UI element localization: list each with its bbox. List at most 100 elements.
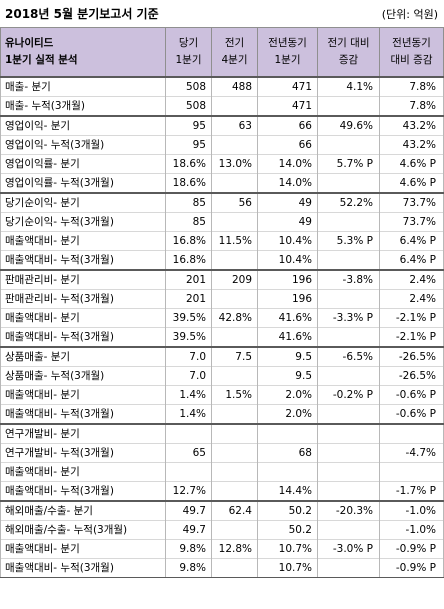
- table-row: 영업이익률- 분기 18.6% 13.0% 14.0% 5.7% P 4.6% P: [0, 154, 444, 174]
- table-row: 상품매출- 분기 7.0 7.5 9.5 -6.5% -26.5%: [0, 346, 444, 367]
- cell-yoy-change: 2.4%: [379, 289, 444, 309]
- cell-last-year: 2.0%: [257, 385, 318, 405]
- cell-current: 85: [165, 192, 212, 213]
- row-label: 상품매출- 분기: [0, 346, 166, 367]
- table-row: 매출액대비- 분기 16.8% 11.5% 10.4% 5.3% P 6.4% P: [0, 231, 444, 251]
- cell-last-year: 196: [257, 289, 318, 309]
- table-row: 영업이익률- 누적(3개월) 18.6% 14.0% 4.6% P: [0, 173, 444, 193]
- cell-previous: 488: [211, 76, 258, 97]
- table-row: 당기순이익- 분기 85 56 49 52.2% 73.7%: [0, 192, 444, 213]
- row-label: 연구개발비- 분기: [0, 423, 166, 444]
- cell-last-year: 14.0%: [257, 173, 318, 193]
- table-row: 매출액대비- 누적(3개월) 12.7% 14.4% -1.7% P: [0, 481, 444, 501]
- row-label: 매출액대비- 누적(3개월): [0, 250, 166, 270]
- cell-previous: [211, 520, 258, 540]
- cell-mom-change: 5.3% P: [317, 231, 380, 251]
- row-label: 영업이익률- 분기: [0, 154, 166, 174]
- row-label: 매출액대비- 누적(3개월): [0, 404, 166, 424]
- cell-last-year: 14.0%: [257, 154, 318, 174]
- table-row: 매출액대비- 분기 1.4% 1.5% 2.0% -0.2% P -0.6% P: [0, 385, 444, 405]
- cell-current: 49.7: [165, 500, 212, 521]
- cell-last-year: 50.2: [257, 520, 318, 540]
- cell-previous: [211, 481, 258, 501]
- table-row: 매출- 누적(3개월) 508 471 7.8%: [0, 96, 444, 116]
- table-row: 매출액대비- 누적(3개월) 39.5% 41.6% -2.1% P: [0, 327, 444, 347]
- cell-previous: 62.4: [211, 500, 258, 521]
- table-header-row: 유나이티드 1분기 실적 분석 당기 1분기 전기 4분기 전년동기 1분기 전기 대비…: [0, 27, 444, 78]
- cell-yoy-change: -0.9% P: [379, 558, 444, 578]
- cell-yoy-change: 7.8%: [379, 76, 444, 97]
- cell-mom-change: [317, 212, 380, 232]
- cell-yoy-change: -26.5%: [379, 346, 444, 367]
- header-previous: 전기 4분기: [211, 27, 258, 78]
- cell-mom-change: [317, 289, 380, 309]
- table-row: 연구개발비- 분기: [0, 423, 444, 444]
- cell-previous: [211, 558, 258, 578]
- cell-last-year: 49: [257, 212, 318, 232]
- cell-last-year: 50.2: [257, 500, 318, 521]
- table-row: 매출액대비- 분기 9.8% 12.8% 10.7% -3.0% P -0.9% P: [0, 539, 444, 559]
- cell-previous: [211, 462, 258, 482]
- cell-previous: 7.5: [211, 346, 258, 367]
- cell-last-year: 10.4%: [257, 231, 318, 251]
- cell-last-year: [257, 462, 318, 482]
- cell-previous: [211, 212, 258, 232]
- cell-previous: [211, 173, 258, 193]
- cell-current: 9.8%: [165, 539, 212, 559]
- cell-mom-change: -0.2% P: [317, 385, 380, 405]
- row-label: 매출액대비- 분기: [0, 308, 166, 328]
- cell-current: 1.4%: [165, 404, 212, 424]
- cell-mom-change: [317, 250, 380, 270]
- cell-previous: 11.5%: [211, 231, 258, 251]
- cell-last-year: 49: [257, 192, 318, 213]
- row-label: 매출액대비- 분기: [0, 539, 166, 559]
- cell-previous: 42.8%: [211, 308, 258, 328]
- unit-note: (단위: 억원): [381, 8, 438, 21]
- cell-current: 18.6%: [165, 173, 212, 193]
- cell-yoy-change: 43.2%: [379, 135, 444, 155]
- cell-current: 95: [165, 135, 212, 155]
- cell-mom-change: [317, 558, 380, 578]
- cell-last-year: 66: [257, 115, 318, 136]
- cell-yoy-change: 4.6% P: [379, 173, 444, 193]
- cell-yoy-change: -26.5%: [379, 366, 444, 386]
- cell-yoy-change: 2.4%: [379, 269, 444, 290]
- table-row: 영업이익- 누적(3개월) 95 66 43.2%: [0, 135, 444, 155]
- cell-mom-change: [317, 366, 380, 386]
- cell-yoy-change: 73.7%: [379, 212, 444, 232]
- row-label: 영업이익- 누적(3개월): [0, 135, 166, 155]
- cell-last-year: 9.5: [257, 346, 318, 367]
- cell-mom-change: 4.1%: [317, 76, 380, 97]
- header-yoy-change: 전년동기 대비 증감: [379, 27, 444, 78]
- cell-current: 39.5%: [165, 327, 212, 347]
- cell-current: 16.8%: [165, 250, 212, 270]
- cell-previous: [211, 327, 258, 347]
- row-label: 영업이익- 분기: [0, 115, 166, 136]
- row-label: 해외매출/수출- 누적(3개월): [0, 520, 166, 540]
- cell-mom-change: [317, 520, 380, 540]
- cell-previous: 12.8%: [211, 539, 258, 559]
- cell-mom-change: [317, 173, 380, 193]
- header-mom-change: 전기 대비 증감: [317, 27, 380, 78]
- cell-yoy-change: [379, 423, 444, 444]
- cell-yoy-change: 43.2%: [379, 115, 444, 136]
- row-label: 판매관리비- 누적(3개월): [0, 289, 166, 309]
- table-row: 매출액대비- 누적(3개월) 9.8% 10.7% -0.9% P: [0, 558, 444, 578]
- cell-yoy-change: 7.8%: [379, 96, 444, 116]
- cell-current: 7.0: [165, 366, 212, 386]
- cell-last-year: 471: [257, 96, 318, 116]
- cell-last-year: 41.6%: [257, 327, 318, 347]
- cell-previous: [211, 96, 258, 116]
- cell-current: 85: [165, 212, 212, 232]
- cell-mom-change: [317, 135, 380, 155]
- row-label: 연구개발비- 누적(3개월): [0, 443, 166, 463]
- row-label: 매출액대비- 누적(3개월): [0, 327, 166, 347]
- cell-mom-change: [317, 462, 380, 482]
- table-row: 연구개발비- 누적(3개월) 65 68 -4.7%: [0, 443, 444, 463]
- header-corner: 유나이티드 1분기 실적 분석: [0, 27, 166, 78]
- row-label: 매출액대비- 누적(3개월): [0, 481, 166, 501]
- cell-current: [165, 462, 212, 482]
- row-label: 해외매출/수출- 분기: [0, 500, 166, 521]
- table-row: 매출액대비- 누적(3개월) 16.8% 10.4% 6.4% P: [0, 250, 444, 270]
